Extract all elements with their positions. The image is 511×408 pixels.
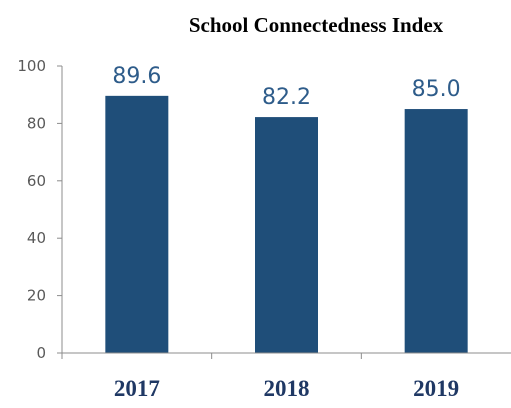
chart-title: School Connectedness Index xyxy=(189,13,444,37)
x-tick-label-2017: 2017 xyxy=(114,376,160,401)
y-tick-label: 0 xyxy=(36,344,46,362)
axes xyxy=(61,66,511,359)
x-tick-label-2019: 2019 xyxy=(413,376,459,401)
x-tick-label-2018: 2018 xyxy=(264,376,310,401)
y-tick-label: 60 xyxy=(27,172,46,190)
y-tick-label: 100 xyxy=(17,57,46,75)
data-label-2019: 85.0 xyxy=(412,77,461,102)
data-label-2018: 82.2 xyxy=(262,85,311,110)
y-tick-label: 40 xyxy=(27,229,46,247)
y-axis-ticks: 0 20 40 60 80 100 xyxy=(17,57,62,362)
bar-2017 xyxy=(105,95,169,354)
data-label-2017: 89.6 xyxy=(112,64,161,89)
y-tick-label: 80 xyxy=(27,114,46,132)
y-tick-label: 20 xyxy=(27,287,46,305)
bars: 89.6 82.2 85.0 xyxy=(105,64,468,354)
bar-2019 xyxy=(404,109,468,353)
bar-2018 xyxy=(255,117,318,353)
x-axis-ticks: 2017 2018 2019 xyxy=(114,376,459,401)
